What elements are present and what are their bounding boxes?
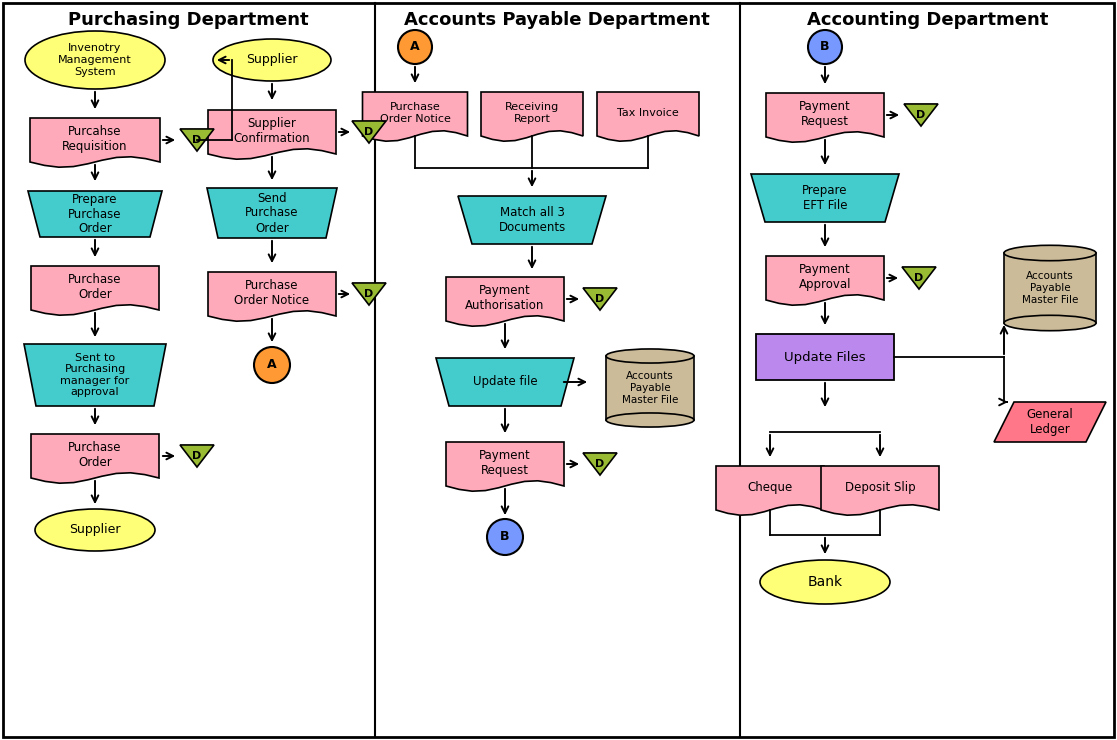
Text: Send
Purchase
Order: Send Purchase Order	[246, 192, 298, 235]
Text: Prepare
EFT File: Prepare EFT File	[802, 184, 848, 212]
Text: D: D	[915, 273, 924, 283]
Ellipse shape	[607, 349, 694, 363]
Circle shape	[398, 30, 432, 64]
Text: Supplier
Confirmation: Supplier Confirmation	[233, 117, 311, 145]
PathPatch shape	[180, 445, 214, 467]
PathPatch shape	[208, 272, 336, 321]
Circle shape	[254, 347, 290, 383]
PathPatch shape	[751, 174, 899, 222]
Circle shape	[808, 30, 842, 64]
Ellipse shape	[1004, 315, 1096, 331]
PathPatch shape	[352, 121, 386, 143]
Text: Payment
Approval: Payment Approval	[799, 263, 851, 292]
Text: Accounting Department: Accounting Department	[808, 11, 1049, 29]
Text: Payment
Authorisation: Payment Authorisation	[466, 284, 545, 312]
Text: Purcahse
Requisition: Purcahse Requisition	[63, 125, 127, 153]
PathPatch shape	[446, 277, 564, 326]
PathPatch shape	[766, 256, 884, 305]
Text: Cheque: Cheque	[747, 481, 793, 494]
Text: A: A	[410, 41, 420, 53]
Text: Sent to
Purchasing
manager for
approval: Sent to Purchasing manager for approval	[60, 352, 130, 397]
Text: Purchase
Order: Purchase Order	[68, 273, 122, 301]
Text: Accounts Payable Department: Accounts Payable Department	[404, 11, 710, 29]
Text: D: D	[192, 451, 202, 461]
Text: Deposit Slip: Deposit Slip	[844, 481, 915, 494]
Text: D: D	[916, 110, 926, 120]
Text: Supplier: Supplier	[246, 53, 298, 67]
Ellipse shape	[1004, 245, 1096, 260]
PathPatch shape	[352, 283, 386, 305]
Text: General
Ledger: General Ledger	[1027, 408, 1073, 436]
PathPatch shape	[446, 442, 564, 491]
Text: Purchasing Department: Purchasing Department	[68, 11, 308, 29]
PathPatch shape	[583, 453, 617, 475]
Text: B: B	[820, 41, 830, 53]
PathPatch shape	[716, 466, 824, 515]
Text: Update file: Update file	[472, 375, 537, 388]
PathPatch shape	[31, 266, 159, 315]
Text: D: D	[595, 459, 604, 469]
Ellipse shape	[213, 39, 331, 81]
Text: Purchase
Order Notice: Purchase Order Notice	[380, 102, 450, 124]
Text: D: D	[192, 135, 202, 145]
PathPatch shape	[363, 92, 468, 141]
PathPatch shape	[596, 92, 699, 141]
Text: Update Files: Update Files	[784, 351, 866, 363]
PathPatch shape	[904, 104, 938, 126]
Text: D: D	[595, 294, 604, 304]
PathPatch shape	[481, 92, 583, 141]
PathPatch shape	[31, 434, 159, 483]
Text: B: B	[500, 531, 509, 543]
PathPatch shape	[23, 344, 166, 406]
PathPatch shape	[903, 267, 936, 289]
PathPatch shape	[207, 188, 337, 238]
PathPatch shape	[208, 110, 336, 159]
Text: Payment
Request: Payment Request	[799, 100, 851, 128]
Bar	[1004, 253, 1096, 323]
Bar	[607, 356, 694, 420]
PathPatch shape	[30, 118, 160, 167]
PathPatch shape	[28, 191, 162, 237]
Text: Receiving
Report: Receiving Report	[505, 102, 560, 124]
Ellipse shape	[760, 560, 890, 604]
Text: Bank: Bank	[808, 575, 842, 589]
Text: Prepare
Purchase
Order: Prepare Purchase Order	[68, 192, 122, 235]
PathPatch shape	[821, 466, 939, 515]
PathPatch shape	[180, 129, 214, 151]
PathPatch shape	[583, 288, 617, 310]
PathPatch shape	[994, 402, 1106, 442]
Text: Accounts
Payable
Master File: Accounts Payable Master File	[1022, 272, 1078, 305]
Text: Payment
Request: Payment Request	[479, 449, 531, 477]
Circle shape	[487, 519, 523, 555]
Text: Purchase
Order Notice: Purchase Order Notice	[235, 279, 309, 307]
Ellipse shape	[25, 31, 165, 89]
Text: Invenotry
Management
System: Invenotry Management System	[58, 44, 132, 77]
Text: Accounts
Payable
Master File: Accounts Payable Master File	[622, 371, 678, 405]
Bar	[756, 334, 894, 380]
Text: D: D	[364, 289, 373, 299]
PathPatch shape	[766, 93, 884, 142]
Text: Tax Invoice: Tax Invoice	[617, 108, 679, 118]
Ellipse shape	[35, 509, 155, 551]
Text: D: D	[364, 127, 373, 137]
Ellipse shape	[607, 413, 694, 427]
Text: Purchase
Order: Purchase Order	[68, 441, 122, 469]
PathPatch shape	[458, 196, 607, 244]
Text: Match all 3
Documents: Match all 3 Documents	[498, 206, 565, 234]
Text: Supplier: Supplier	[69, 523, 121, 536]
Text: A: A	[267, 358, 277, 371]
PathPatch shape	[436, 358, 574, 406]
